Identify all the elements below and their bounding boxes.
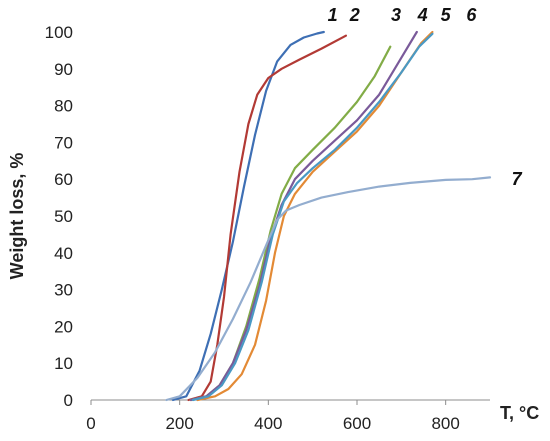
y-tick-label: 50 <box>54 207 73 226</box>
x-tick-label: 0 <box>86 414 95 433</box>
series-line-1 <box>171 30 325 402</box>
curve-label-3: 3 <box>391 5 401 25</box>
x-tick-label: 600 <box>343 414 371 433</box>
y-tick-label: 60 <box>54 170 73 189</box>
series-line-6 <box>191 32 434 402</box>
x-axis-ticks: 0 200 400 600 800 <box>86 400 460 433</box>
curve-label-1: 1 <box>328 5 338 25</box>
curve-label-6: 6 <box>466 5 477 25</box>
curve-label-5: 5 <box>441 5 452 25</box>
y-tick-label: 10 <box>54 354 73 373</box>
y-tick-label: 30 <box>54 281 73 300</box>
y-tick-label: 80 <box>54 97 73 116</box>
y-axis-ticks: 0 10 20 30 40 50 60 70 80 90 100 <box>45 23 73 410</box>
y-tick-label: 100 <box>45 23 73 42</box>
y-axis-title: Weight loss, % <box>7 153 27 280</box>
curve-label-4: 4 <box>417 5 428 25</box>
x-tick-label: 800 <box>431 414 459 433</box>
y-tick-label: 40 <box>54 244 73 263</box>
series-line-4 <box>189 30 418 402</box>
y-tick-label: 70 <box>54 133 73 152</box>
x-tick-label: 400 <box>254 414 282 433</box>
curve-labels: 1 2 3 4 5 6 7 <box>328 5 523 189</box>
curve-label-2: 2 <box>349 5 360 25</box>
series-line-7 <box>165 176 492 402</box>
series-layer <box>165 30 492 402</box>
curve-label-7: 7 <box>512 169 523 189</box>
y-tick-label: 20 <box>54 317 73 336</box>
series-line-5 <box>196 30 434 402</box>
series-line-2 <box>187 34 347 402</box>
y-tick-label: 0 <box>64 391 73 410</box>
series-line-3 <box>189 45 392 402</box>
y-tick-label: 90 <box>54 60 73 79</box>
x-tick-label: 200 <box>165 414 193 433</box>
x-axis-title: T, °C <box>500 403 539 423</box>
